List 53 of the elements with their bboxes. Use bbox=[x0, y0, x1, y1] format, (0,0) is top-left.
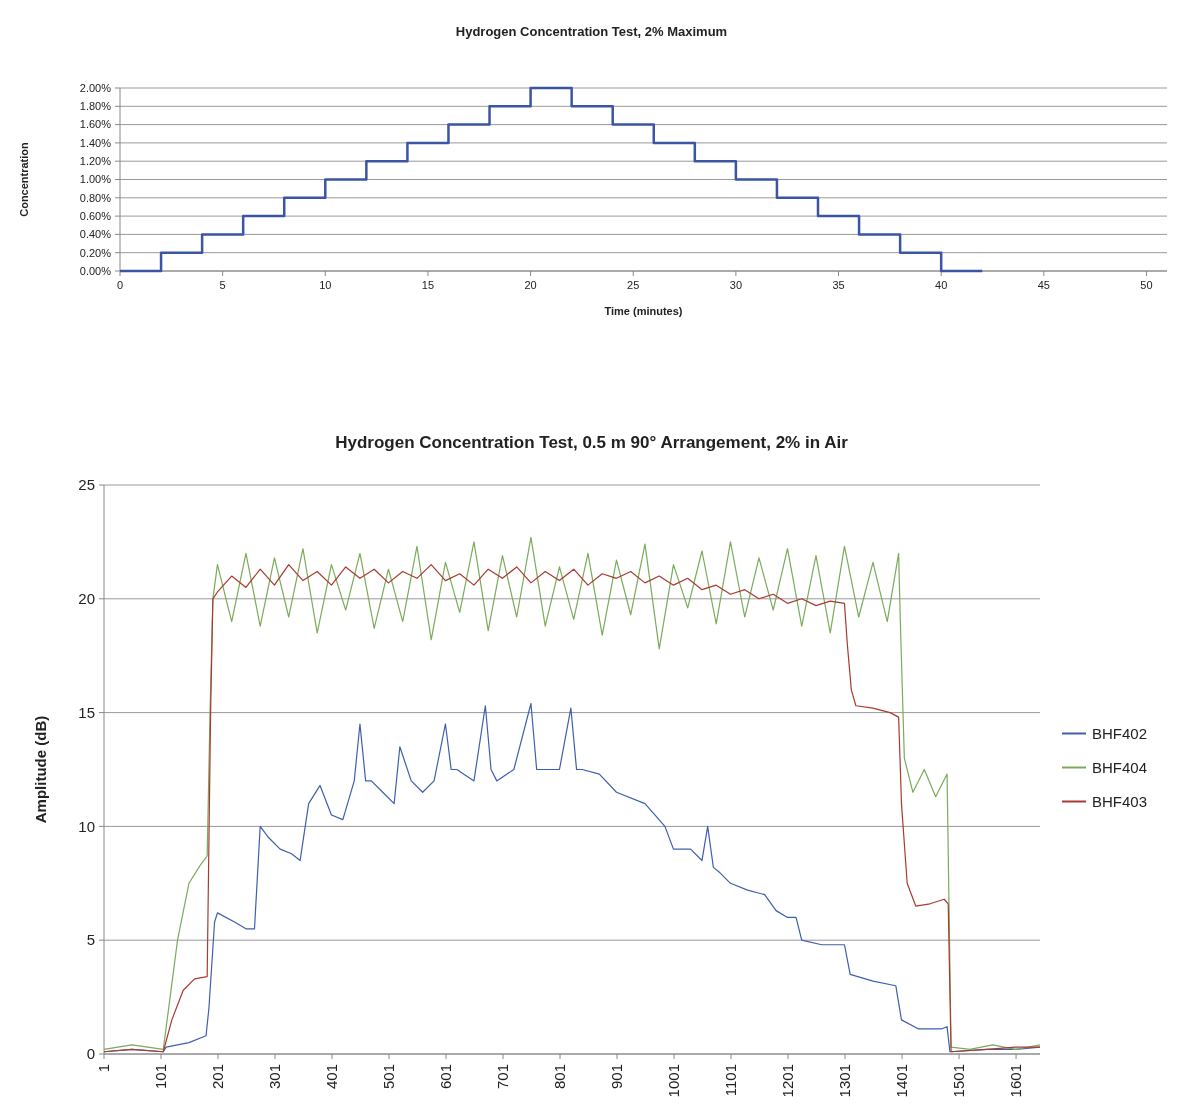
x-tick-label: 30 bbox=[729, 279, 743, 291]
y-tick-label: 20 bbox=[78, 590, 95, 608]
y-axis-title: Concentration bbox=[18, 141, 30, 217]
x-tick-label: 1401 bbox=[893, 1064, 911, 1098]
y-tick-label: 1.20% bbox=[79, 155, 112, 168]
x-tick-label: 301 bbox=[266, 1064, 284, 1090]
x-tick-label: 20 bbox=[524, 279, 537, 291]
x-tick-label: 35 bbox=[832, 279, 845, 291]
y-tick-label: 10 bbox=[78, 817, 95, 835]
y-tick-label: 0.60% bbox=[79, 209, 112, 222]
x-tick-label: 10 bbox=[319, 279, 332, 291]
y-tick-label: 0 bbox=[86, 1045, 95, 1063]
x-tick-label: 40 bbox=[935, 279, 948, 291]
x-tick-label: 5 bbox=[219, 279, 226, 291]
legend-label: BHF403 bbox=[1092, 792, 1148, 810]
x-tick-label: 50 bbox=[1140, 279, 1153, 291]
y-tick-label: 0.00% bbox=[79, 264, 112, 277]
y-tick-label: 1.60% bbox=[79, 118, 112, 131]
x-tick-label: 1501 bbox=[950, 1064, 968, 1098]
y-tick-label: 0.80% bbox=[79, 191, 112, 204]
y-tick-label: 2.00% bbox=[79, 81, 112, 94]
y-axis-title: Amplitude (dB) bbox=[32, 715, 49, 824]
x-tick-label: 1601 bbox=[1007, 1064, 1025, 1098]
x-axis-title: Time (minutes) bbox=[604, 305, 683, 317]
x-tick-label: 1301 bbox=[836, 1064, 854, 1098]
x-tick-label: 1201 bbox=[779, 1064, 797, 1098]
x-tick-label: 701 bbox=[494, 1064, 512, 1090]
x-tick-label: 15 bbox=[421, 279, 435, 291]
legend-label: BHF402 bbox=[1092, 724, 1148, 742]
x-tick-label: 0 bbox=[116, 279, 124, 291]
y-tick-label: 1.80% bbox=[79, 100, 112, 113]
y-tick-label: 0.40% bbox=[79, 228, 112, 241]
x-tick-label: 801 bbox=[551, 1064, 569, 1090]
x-tick-label: 1101 bbox=[722, 1064, 740, 1097]
y-tick-label: 1.40% bbox=[79, 136, 112, 149]
x-tick-label: 901 bbox=[608, 1064, 626, 1090]
x-tick-label: 25 bbox=[627, 279, 640, 291]
x-tick-label: 201 bbox=[209, 1064, 227, 1090]
x-tick-label: 45 bbox=[1037, 279, 1050, 291]
x-tick-label: 101 bbox=[152, 1064, 170, 1090]
x-tick-label: 601 bbox=[437, 1064, 455, 1090]
x-tick-label: 1 bbox=[95, 1064, 113, 1073]
x-tick-label: 401 bbox=[323, 1064, 341, 1090]
chart-title: Hydrogen Concentration Test, 2% Maximum bbox=[455, 24, 728, 39]
x-tick-label: 1001 bbox=[665, 1064, 683, 1098]
x-tick-label: 501 bbox=[380, 1064, 398, 1090]
y-tick-label: 15 bbox=[78, 703, 95, 721]
y-tick-label: 5 bbox=[86, 931, 95, 949]
chart-title: Hydrogen Concentration Test, 0.5 m 90° Arrangement, 2% in Air bbox=[335, 433, 849, 452]
y-tick-label: 1.00% bbox=[79, 173, 112, 186]
y-tick-label: 0.20% bbox=[79, 246, 112, 259]
legend-label: BHF404 bbox=[1092, 758, 1148, 776]
y-tick-label: 25 bbox=[78, 476, 95, 494]
